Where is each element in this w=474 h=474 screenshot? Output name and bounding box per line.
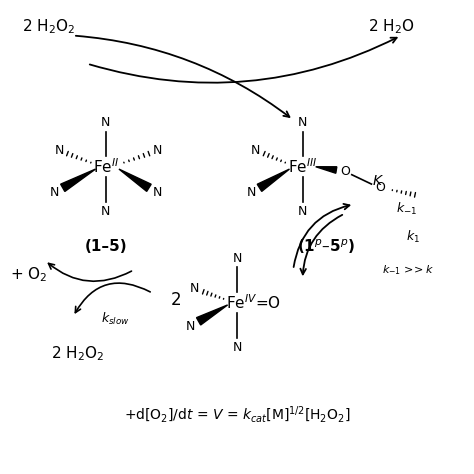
Text: Fe$^{IV}$=O: Fe$^{IV}$=O <box>226 293 281 312</box>
Text: 2 H$_2$O$_2$: 2 H$_2$O$_2$ <box>21 17 75 36</box>
Text: O: O <box>340 165 350 178</box>
Text: N: N <box>50 186 59 199</box>
Text: N: N <box>246 186 256 199</box>
Text: N: N <box>101 116 110 129</box>
Text: 2 H$_2$O: 2 H$_2$O <box>368 17 415 36</box>
Text: N: N <box>153 144 162 157</box>
Polygon shape <box>61 169 96 191</box>
Polygon shape <box>197 305 228 325</box>
Text: N: N <box>153 186 162 199</box>
Text: N: N <box>298 116 307 129</box>
Text: $k_{slow}$: $k_{slow}$ <box>101 311 129 327</box>
Text: (1$^{p}$–5$^{p}$): (1$^{p}$–5$^{p}$) <box>297 237 355 255</box>
Text: N: N <box>232 341 242 354</box>
Text: (1–5): (1–5) <box>84 239 127 254</box>
Text: +d[O$_2$]/d$t$ = $V$ = $k_{cat}$[M]$^{1/2}$[H$_2$O$_2$]: +d[O$_2$]/d$t$ = $V$ = $k_{cat}$[M]$^{1/… <box>124 405 350 425</box>
Text: N: N <box>55 144 64 157</box>
Polygon shape <box>257 169 290 191</box>
Text: N: N <box>298 205 307 218</box>
Text: $k_1$: $k_1$ <box>406 229 419 245</box>
Text: $K$: $K$ <box>372 174 383 188</box>
Polygon shape <box>119 169 151 191</box>
Text: Fe$^{II}$: Fe$^{II}$ <box>93 157 119 176</box>
Text: + O$_2$: + O$_2$ <box>10 265 47 284</box>
Text: O: O <box>375 182 385 194</box>
Text: 2 H$_2$O$_2$: 2 H$_2$O$_2$ <box>51 345 104 364</box>
Text: N: N <box>101 205 110 218</box>
Text: N: N <box>185 319 195 332</box>
Text: $k_{-1}$ >> $k$: $k_{-1}$ >> $k$ <box>382 263 435 277</box>
Text: N: N <box>251 144 260 157</box>
Polygon shape <box>316 167 337 173</box>
Text: N: N <box>232 252 242 264</box>
Text: 2: 2 <box>171 291 182 309</box>
Text: $k_{-1}$: $k_{-1}$ <box>396 201 418 217</box>
Text: Fe$^{III}$: Fe$^{III}$ <box>288 157 317 176</box>
Text: N: N <box>190 282 200 295</box>
